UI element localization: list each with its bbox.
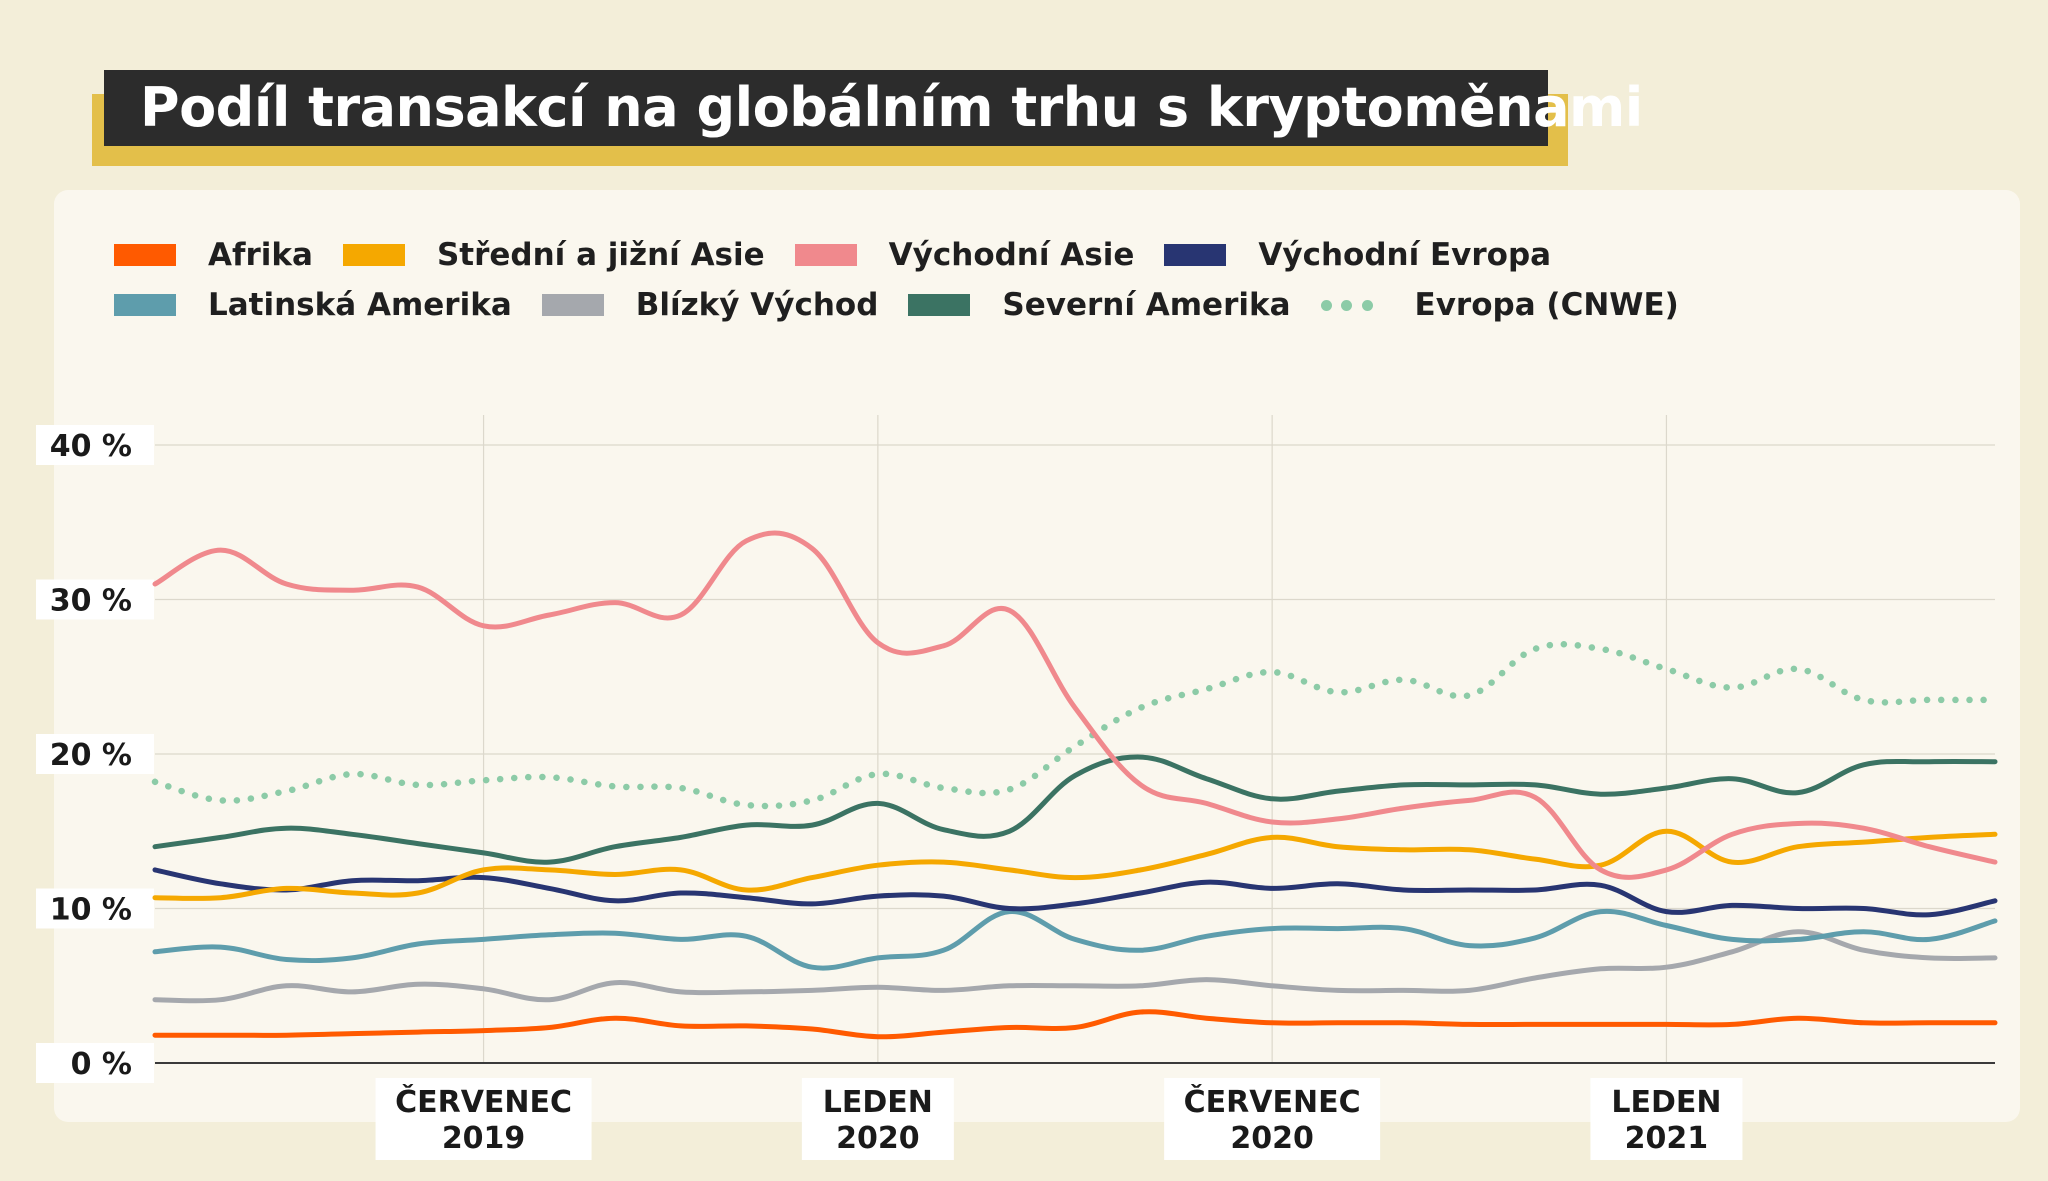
y-tick-label-box (36, 425, 154, 465)
page-title: Podíl transakcí na globálním trhu s kryp… (104, 70, 1643, 146)
legend-swatch (342, 244, 405, 266)
series-line-evropa-cnwe (151, 641, 1999, 810)
legend-label: Evropa (CNWE) (1414, 287, 1679, 323)
legend-swatch (114, 244, 176, 266)
legend-swatch (908, 294, 971, 316)
y-tick-label-box (36, 888, 154, 929)
legend-item: Afrika (114, 237, 313, 273)
y-tick-label: 20 % (50, 738, 132, 773)
series-line-afrika (152, 1009, 1998, 1040)
legend-swatch (794, 244, 857, 266)
legend-label: Východní Asie (888, 237, 1135, 273)
x-tick-label-box (1164, 1078, 1381, 1160)
y-tick-label: 30 % (50, 584, 132, 619)
x-tick-label-line1: ČERVENEC (1184, 1083, 1361, 1120)
series-line-latinska-amerika (152, 908, 1998, 971)
legend-item: Východní Asie (794, 237, 1135, 273)
y-tick-label-box (36, 734, 154, 774)
legend-row: Afrika Střední a jižní Asie Východní Asie V… (114, 230, 1994, 280)
series-line-vychodni-asie (152, 530, 1998, 880)
legend-label: Střední a jižní Asie (436, 237, 765, 273)
legend-swatch (1164, 244, 1227, 266)
legend-item: Evropa (CNWE) (1320, 287, 1679, 323)
y-tick-label: 0 % (71, 1047, 132, 1082)
x-tick-label-box (801, 1078, 954, 1160)
series-line-blizky-vychod (152, 929, 1998, 1004)
legend-swatch (541, 294, 604, 316)
x-tick-label-line2: 2019 (442, 1121, 526, 1156)
legend-label: Latinská Amerika (208, 287, 512, 323)
x-tick-label-line2: 2021 (1625, 1121, 1709, 1156)
legend-item: Severní Amerika (908, 287, 1291, 323)
x-tick-label-box (375, 1078, 592, 1160)
x-tick-label-line2: 2020 (1230, 1121, 1314, 1156)
legend: Afrika Střední a jižní Asie Východní Asie V… (114, 230, 1994, 330)
x-tick-label-line2: 2020 (836, 1121, 920, 1156)
x-tick-label-line1: ČERVENEC (395, 1083, 572, 1120)
y-tick-label-box (36, 1043, 154, 1083)
legend-label: Blízký Východ (635, 287, 879, 323)
x-tick-label-line1: LEDEN (823, 1085, 933, 1120)
legend-item: Latinská Amerika (114, 287, 512, 323)
series-line-stredni-a-jizni-asie (152, 828, 1998, 901)
legend-item: Střední a jižní Asie (342, 237, 765, 273)
legend-row: Latinská Amerika Blízký Východ Severní Ame… (114, 280, 1994, 330)
legend-swatch (114, 294, 176, 316)
legend-item: Východní Evropa (1164, 237, 1551, 273)
x-tick-label-line1: LEDEN (1611, 1085, 1721, 1120)
legend-label: Severní Amerika (1002, 287, 1291, 323)
x-tick-label-box (1590, 1078, 1743, 1160)
y-tick-label: 10 % (50, 893, 132, 928)
legend-item: Blízký Východ (541, 287, 879, 323)
legend-swatch (1320, 294, 1373, 316)
legend-label: Afrika (208, 237, 313, 273)
chart-card: Afrika Střední a jižní Asie Východní Asie V… (54, 190, 2020, 1122)
series-line-severni-amerika (152, 754, 1998, 865)
y-tick-label: 40 % (50, 429, 132, 464)
legend-label: Východní Evropa (1258, 237, 1552, 273)
y-tick-label-box (36, 579, 154, 620)
